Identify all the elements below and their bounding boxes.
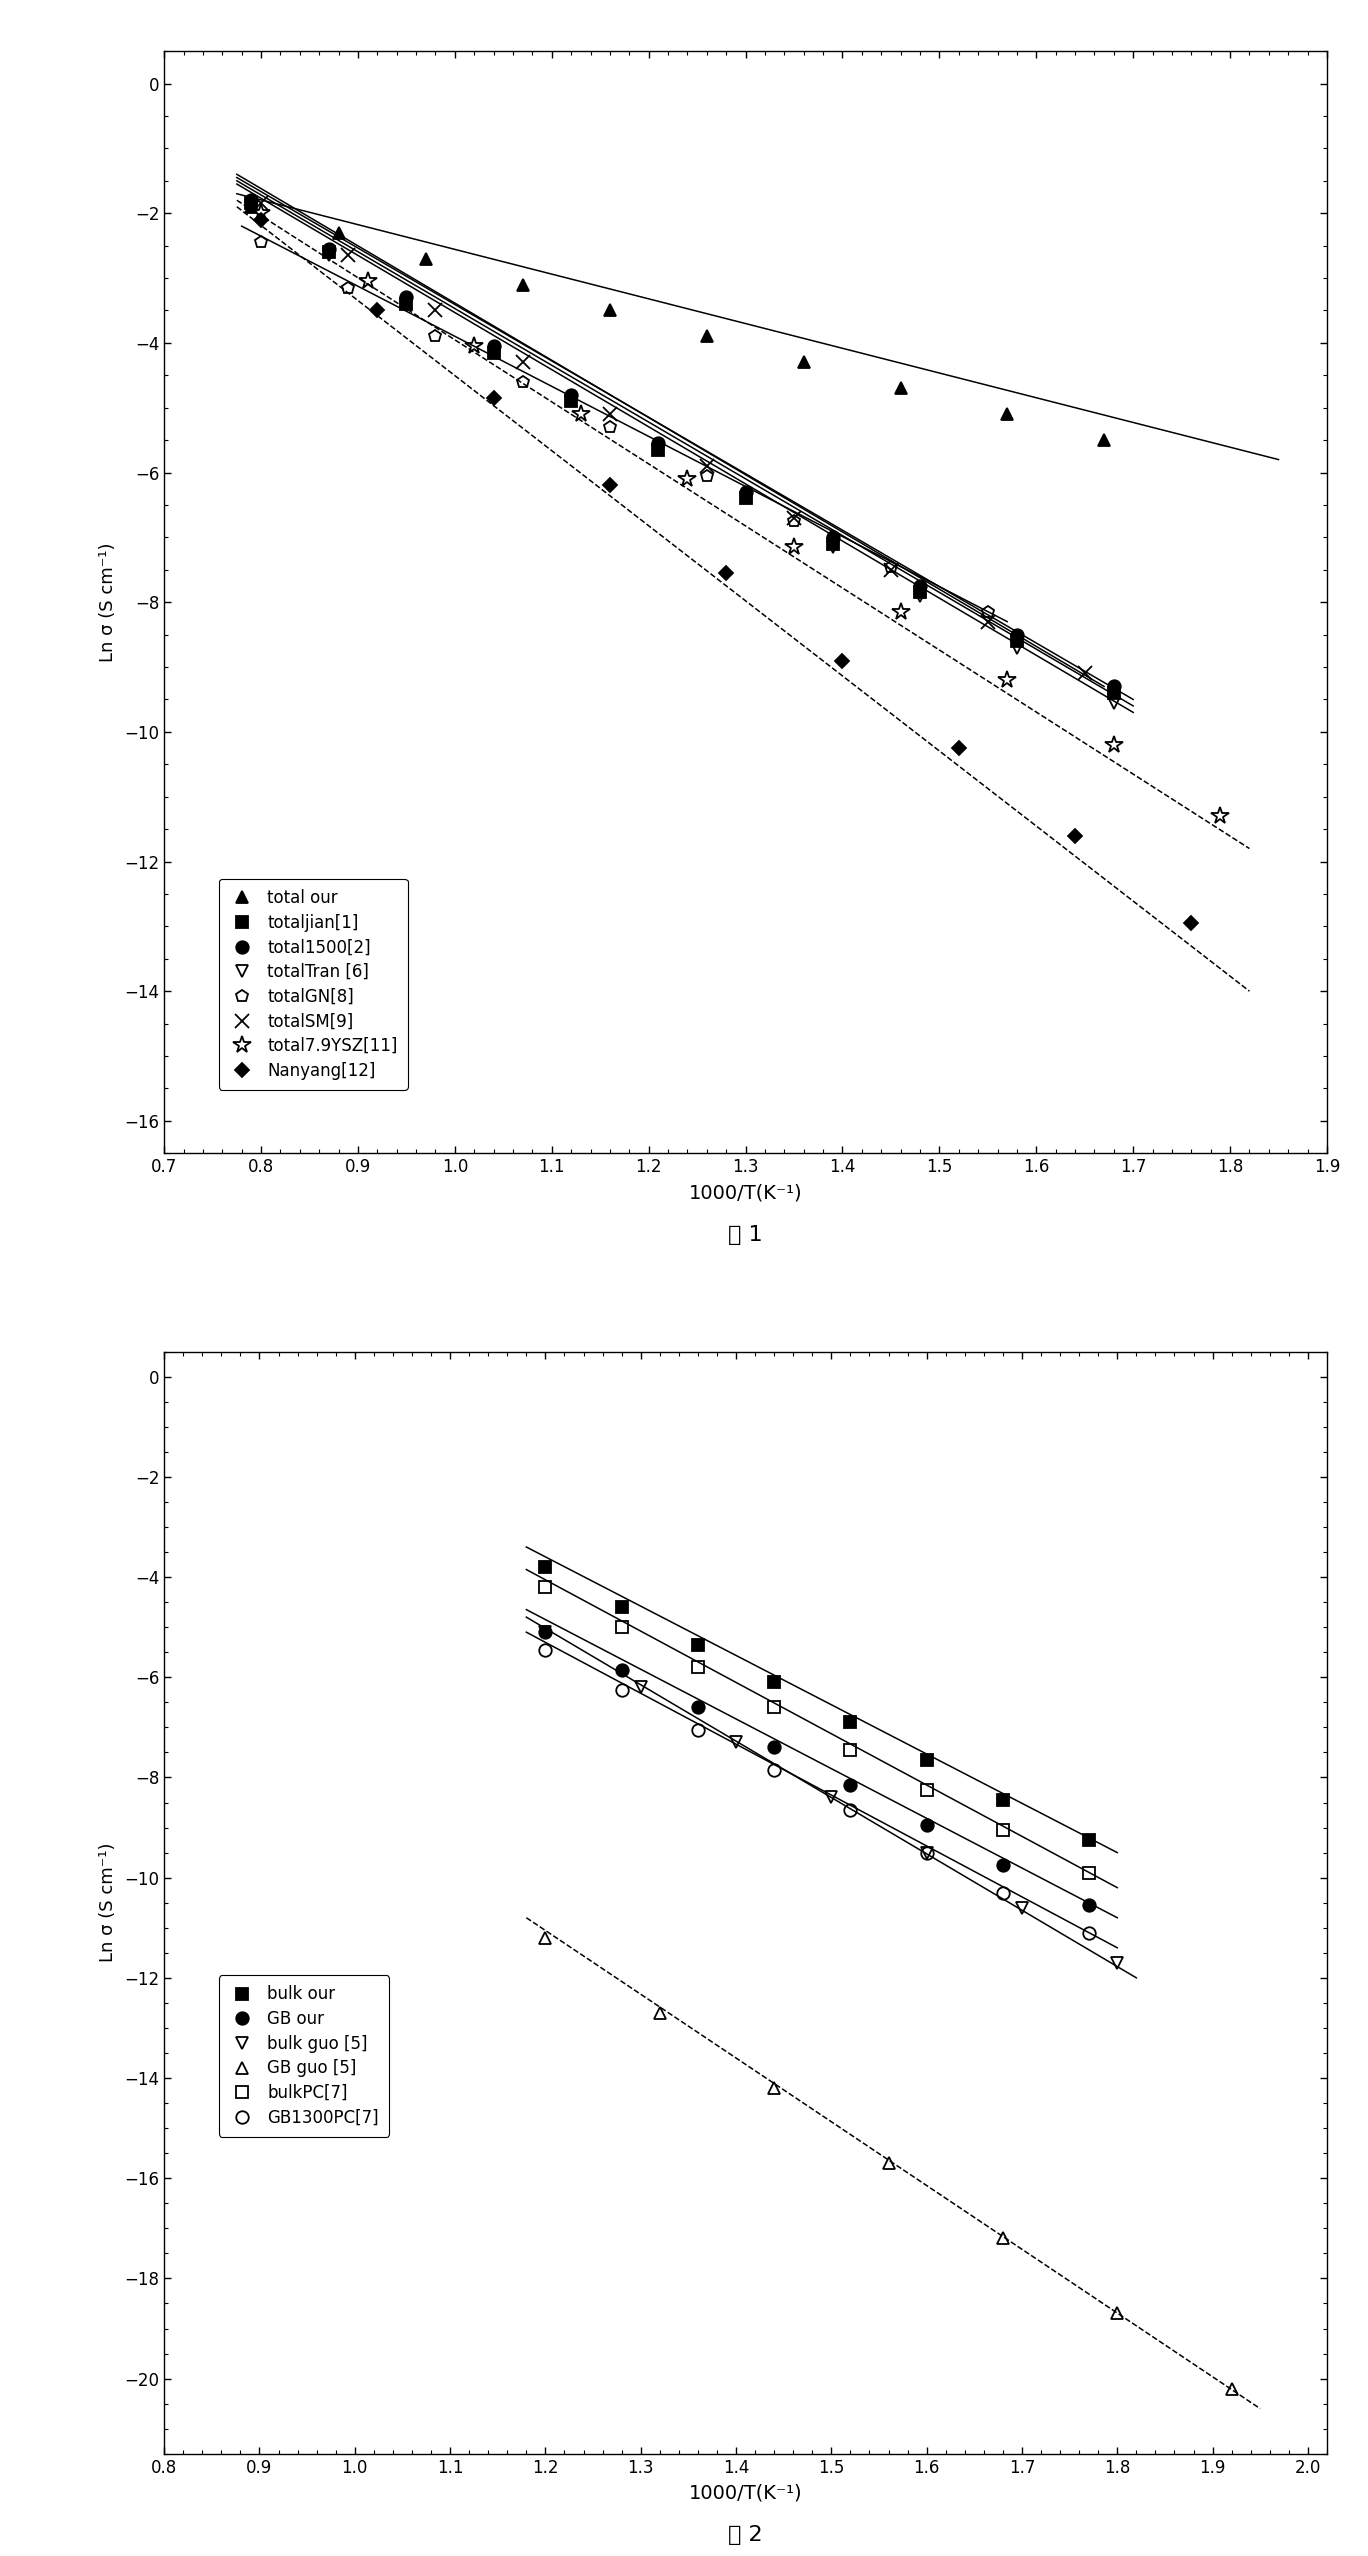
X-axis label: 1000/T(K⁻¹): 1000/T(K⁻¹)	[688, 1183, 803, 1201]
Y-axis label: Ln σ (S cm⁻¹): Ln σ (S cm⁻¹)	[100, 542, 118, 662]
Text: 图 1: 图 1	[728, 1224, 763, 1245]
X-axis label: 1000/T(K⁻¹): 1000/T(K⁻¹)	[688, 2484, 803, 2502]
Text: 图 2: 图 2	[728, 2525, 763, 2546]
Legend: bulk our, GB our, bulk guo [5], GB guo [5], bulkPC[7], GB1300PC[7]: bulk our, GB our, bulk guo [5], GB guo […	[219, 1976, 389, 2137]
Legend: total our, totaljian[1], total1500[2], totalTran [6], totalGN[8], totalSM[9], to: total our, totaljian[1], total1500[2], t…	[219, 879, 408, 1089]
Y-axis label: Ln σ (S cm⁻¹): Ln σ (S cm⁻¹)	[100, 1843, 118, 1963]
